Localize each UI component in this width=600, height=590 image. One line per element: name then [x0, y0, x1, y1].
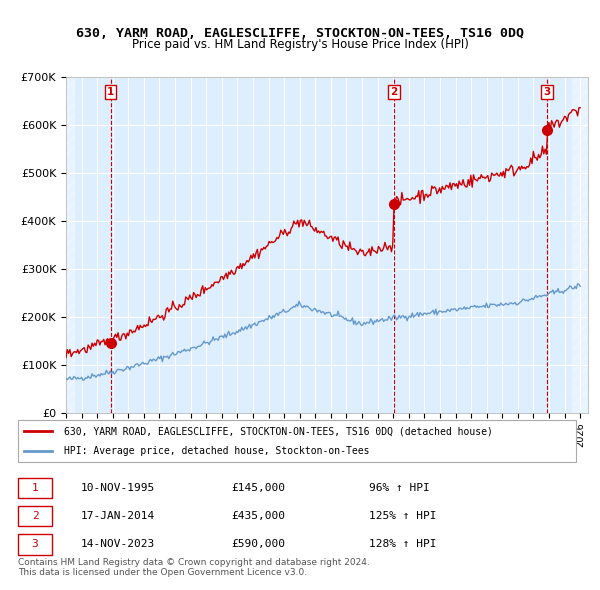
Text: 3: 3 [544, 87, 551, 97]
Text: 128% ↑ HPI: 128% ↑ HPI [369, 539, 437, 549]
Text: 1: 1 [107, 87, 114, 97]
Text: 630, YARM ROAD, EAGLESCLIFFE, STOCKTON-ON-TEES, TS16 0DQ: 630, YARM ROAD, EAGLESCLIFFE, STOCKTON-O… [76, 27, 524, 40]
Bar [66, 77, 74, 413]
Text: £435,000: £435,000 [231, 511, 285, 521]
Text: 17-JAN-2014: 17-JAN-2014 [81, 511, 155, 521]
Text: 1: 1 [32, 483, 38, 493]
Text: HPI: Average price, detached house, Stockton-on-Tees: HPI: Average price, detached house, Stoc… [64, 446, 370, 455]
Text: Price paid vs. HM Land Registry's House Price Index (HPI): Price paid vs. HM Land Registry's House … [131, 38, 469, 51]
Text: £145,000: £145,000 [231, 483, 285, 493]
FancyBboxPatch shape [18, 420, 577, 463]
Text: 14-NOV-2023: 14-NOV-2023 [81, 539, 155, 549]
Text: Contains HM Land Registry data © Crown copyright and database right 2024.
This d: Contains HM Land Registry data © Crown c… [18, 558, 370, 577]
Text: £590,000: £590,000 [231, 539, 285, 549]
Text: 10-NOV-1995: 10-NOV-1995 [81, 483, 155, 493]
Text: 125% ↑ HPI: 125% ↑ HPI [369, 511, 437, 521]
Text: 2: 2 [32, 511, 38, 521]
Text: 2: 2 [390, 87, 397, 97]
Text: 630, YARM ROAD, EAGLESCLIFFE, STOCKTON-ON-TEES, TS16 0DQ (detached house): 630, YARM ROAD, EAGLESCLIFFE, STOCKTON-O… [64, 427, 493, 436]
Bar [572, 77, 588, 413]
FancyBboxPatch shape [18, 478, 52, 498]
FancyBboxPatch shape [18, 506, 52, 526]
FancyBboxPatch shape [18, 534, 52, 555]
Text: 3: 3 [32, 539, 38, 549]
Text: 96% ↑ HPI: 96% ↑ HPI [369, 483, 430, 493]
